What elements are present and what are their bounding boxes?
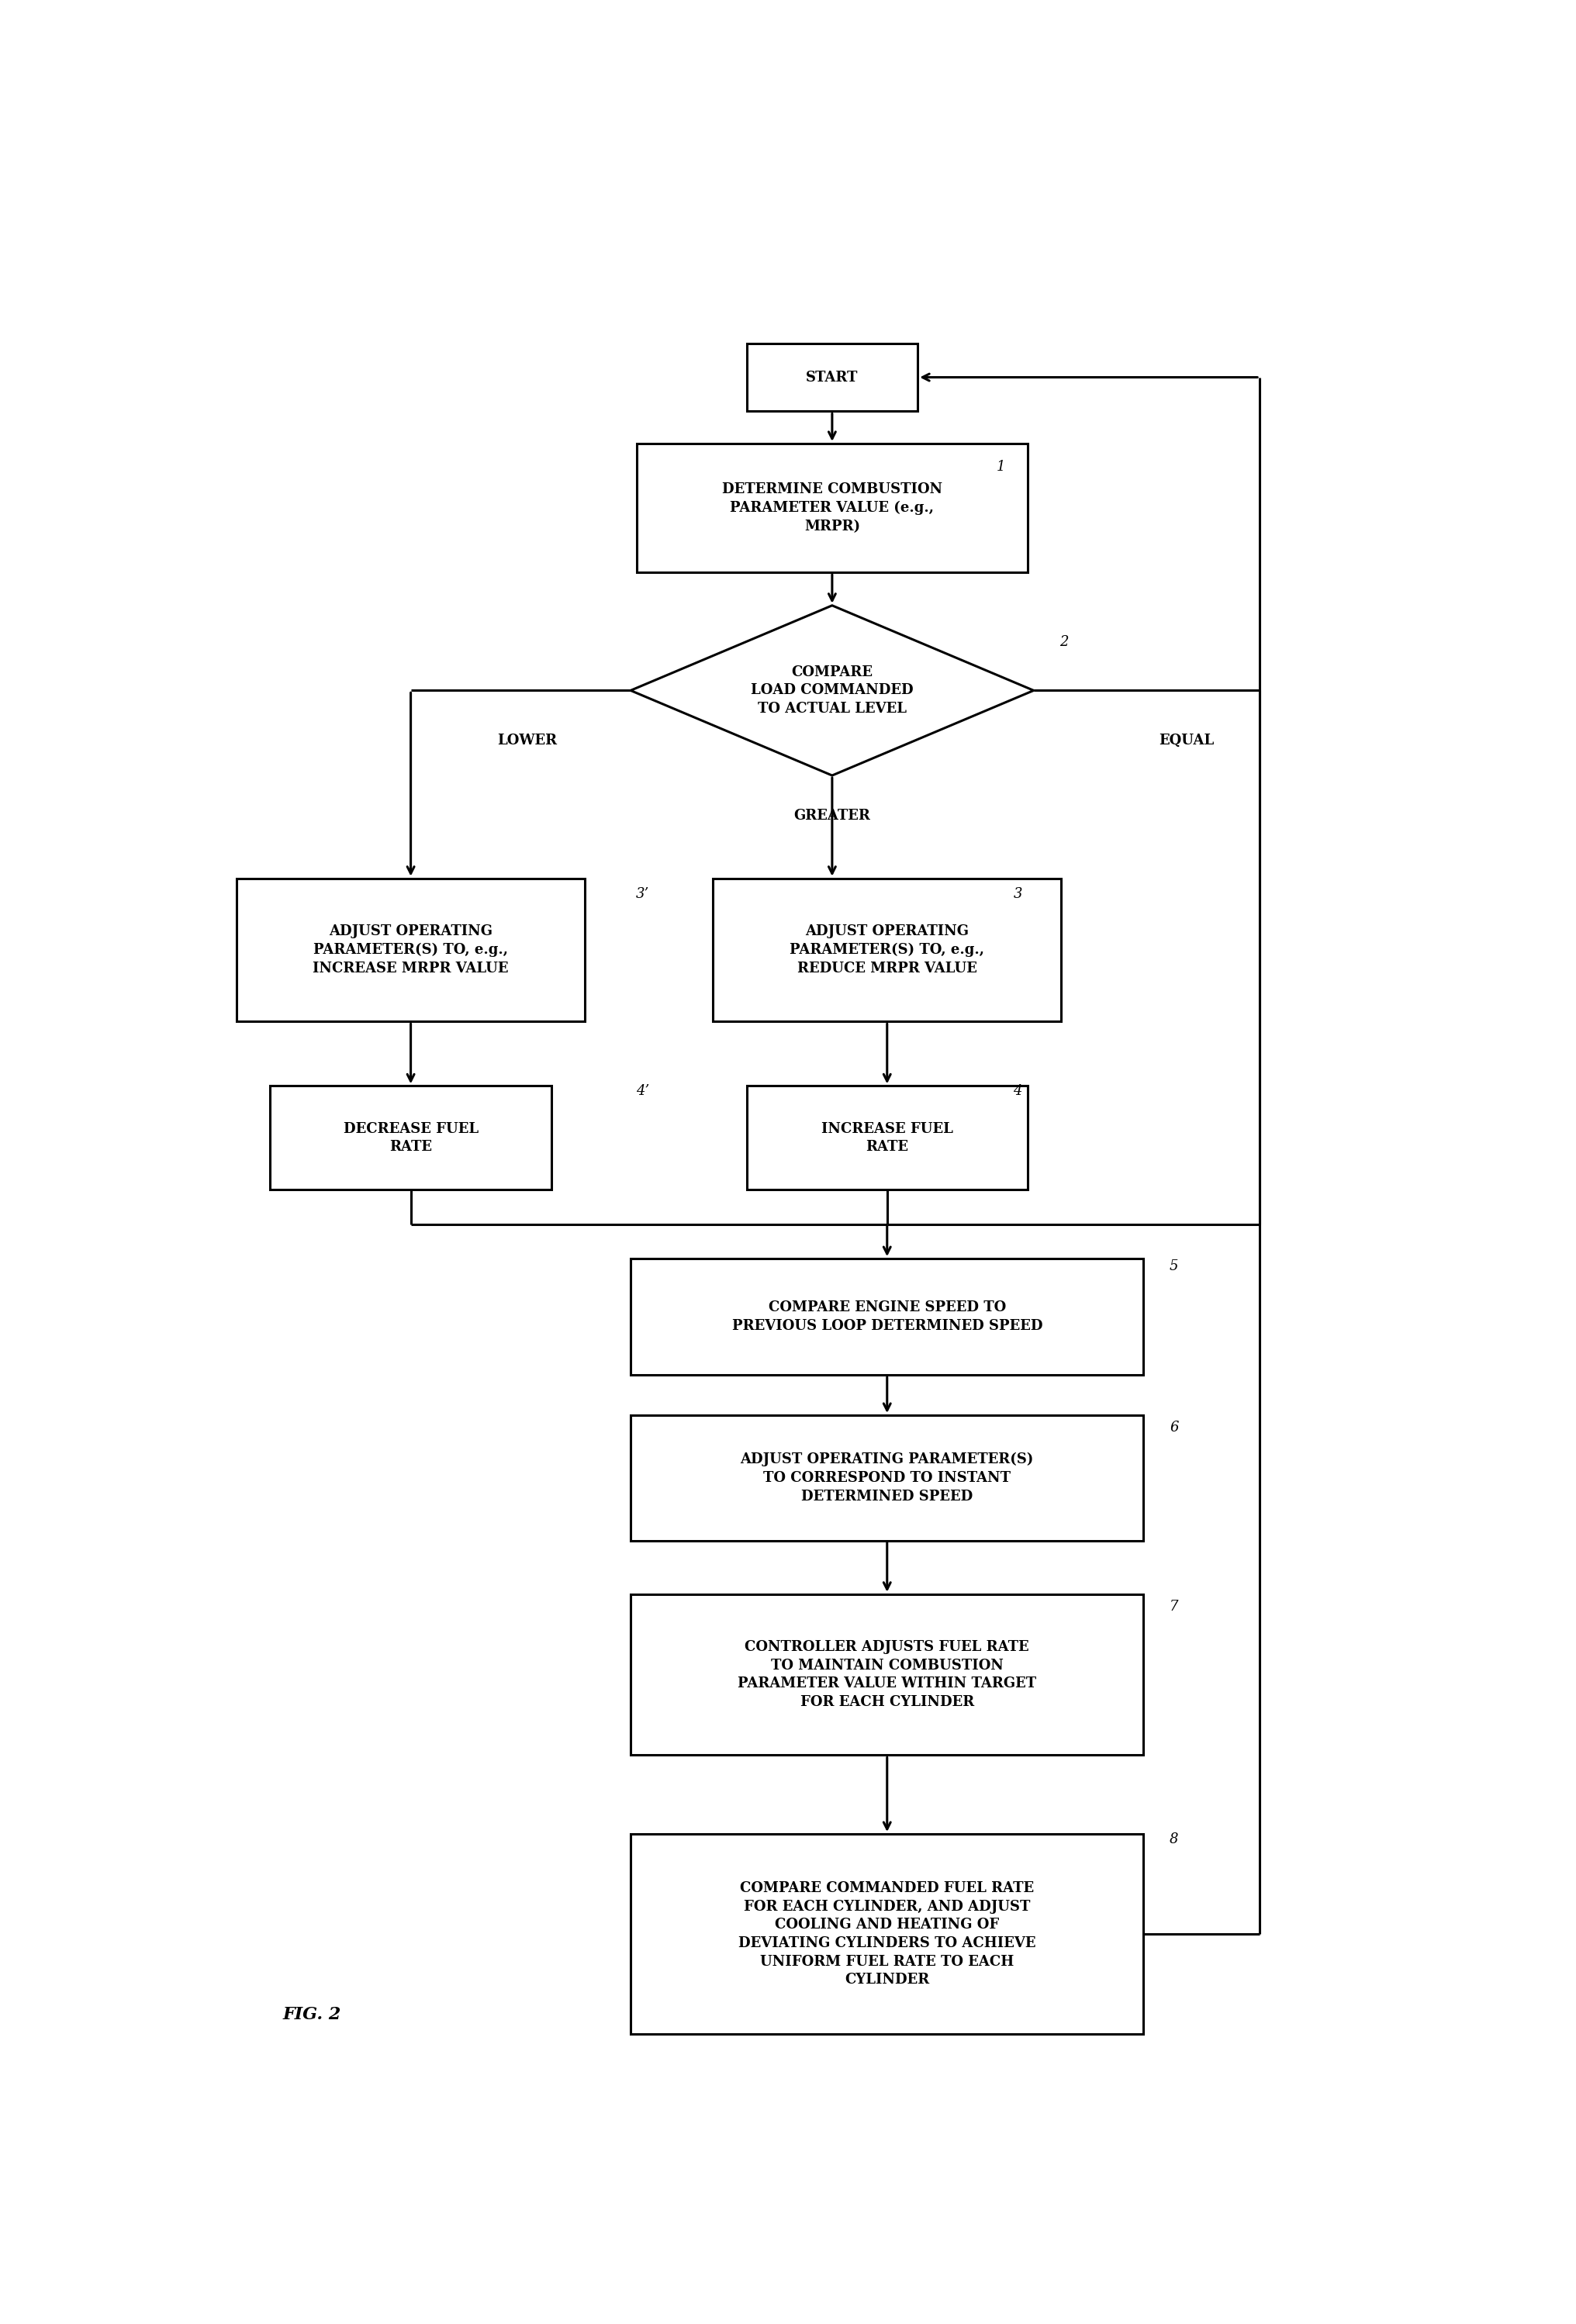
Text: GREATER: GREATER (794, 809, 870, 823)
Text: LOWER: LOWER (496, 734, 556, 748)
Text: COMPARE COMMANDED FUEL RATE
FOR EACH CYLINDER, AND ADJUST
COOLING AND HEATING OF: COMPARE COMMANDED FUEL RATE FOR EACH CYL… (739, 1882, 1035, 1987)
Text: 5: 5 (1169, 1260, 1179, 1274)
Text: EQUAL: EQUAL (1158, 734, 1214, 748)
Text: 7: 7 (1169, 1599, 1179, 1613)
Text: INCREASE FUEL
RATE: INCREASE FUEL RATE (821, 1122, 953, 1155)
Bar (712, 878, 1061, 1023)
Bar (637, 444, 1028, 572)
Text: ADJUST OPERATING
PARAMETER(S) TO, e.g.,
INCREASE MRPR VALUE: ADJUST OPERATING PARAMETER(S) TO, e.g., … (312, 925, 509, 976)
Text: 4’: 4’ (637, 1085, 649, 1099)
Text: DETERMINE COMBUSTION
PARAMETER VALUE (e.g.,
MRPR): DETERMINE COMBUSTION PARAMETER VALUE (e.… (722, 483, 942, 532)
Text: START: START (805, 370, 859, 383)
Bar (630, 1834, 1144, 2033)
Bar (269, 1085, 552, 1190)
Bar (630, 1594, 1144, 1755)
Text: COMPARE ENGINE SPEED TO
PREVIOUS LOOP DETERMINED SPEED: COMPARE ENGINE SPEED TO PREVIOUS LOOP DE… (731, 1301, 1042, 1334)
Text: 6: 6 (1169, 1420, 1179, 1434)
Bar (630, 1415, 1144, 1541)
Bar (630, 1260, 1144, 1376)
Text: CONTROLLER ADJUSTS FUEL RATE
TO MAINTAIN COMBUSTION
PARAMETER VALUE WITHIN TARGE: CONTROLLER ADJUSTS FUEL RATE TO MAINTAIN… (738, 1641, 1037, 1708)
Text: 8: 8 (1169, 1831, 1179, 1845)
Bar (747, 344, 917, 411)
Text: 3’: 3’ (637, 888, 649, 902)
Bar (236, 878, 585, 1023)
Text: 4: 4 (1013, 1085, 1023, 1099)
Text: FIG. 2: FIG. 2 (282, 2006, 340, 2024)
Text: DECREASE FUEL
RATE: DECREASE FUEL RATE (344, 1122, 478, 1155)
Text: ADJUST OPERATING
PARAMETER(S) TO, e.g.,
REDUCE MRPR VALUE: ADJUST OPERATING PARAMETER(S) TO, e.g., … (790, 925, 985, 976)
Text: ADJUST OPERATING PARAMETER(S)
TO CORRESPOND TO INSTANT
DETERMINED SPEED: ADJUST OPERATING PARAMETER(S) TO CORRESP… (741, 1452, 1034, 1504)
Text: 2: 2 (1059, 634, 1069, 648)
Polygon shape (630, 607, 1034, 776)
Text: COMPARE
LOAD COMMANDED
TO ACTUAL LEVEL: COMPARE LOAD COMMANDED TO ACTUAL LEVEL (750, 665, 914, 716)
Text: 3: 3 (1013, 888, 1023, 902)
Text: 1: 1 (996, 460, 1005, 474)
Bar (747, 1085, 1028, 1190)
